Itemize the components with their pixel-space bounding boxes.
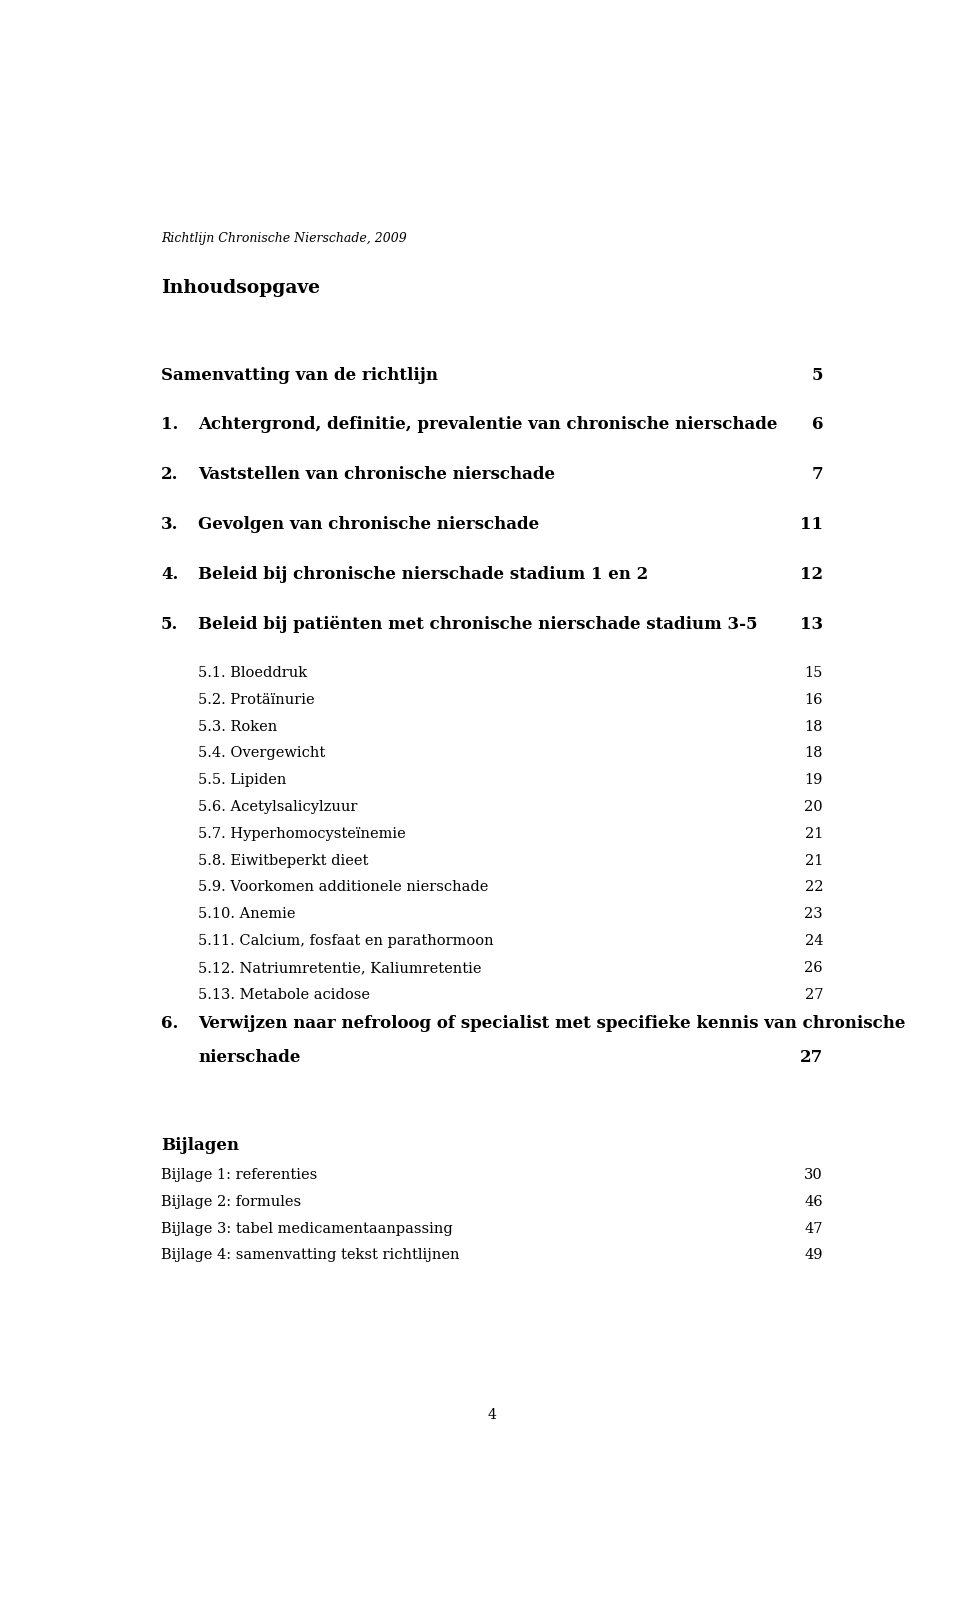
Text: 16: 16 bbox=[804, 693, 823, 706]
Text: 5.7. Hyperhomocysteïnemie: 5.7. Hyperhomocysteïnemie bbox=[198, 826, 406, 841]
Text: Gevolgen van chronische nierschade: Gevolgen van chronische nierschade bbox=[198, 517, 540, 533]
Text: 5.: 5. bbox=[161, 616, 179, 633]
Text: 2.: 2. bbox=[161, 467, 179, 483]
Text: Inhoudsopgave: Inhoudsopgave bbox=[161, 279, 320, 296]
Text: 1.: 1. bbox=[161, 416, 179, 434]
Text: 12: 12 bbox=[800, 565, 823, 583]
Text: 5.10. Anemie: 5.10. Anemie bbox=[198, 907, 296, 922]
Text: 5.1. Bloeddruk: 5.1. Bloeddruk bbox=[198, 666, 307, 680]
Text: 6.: 6. bbox=[161, 1014, 179, 1032]
Text: 19: 19 bbox=[804, 773, 823, 787]
Text: 21: 21 bbox=[804, 826, 823, 841]
Text: 4: 4 bbox=[488, 1408, 496, 1422]
Text: Beleid bij patiënten met chronische nierschade stadium 3-5: Beleid bij patiënten met chronische nier… bbox=[198, 616, 757, 633]
Text: Samenvatting van de richtlijn: Samenvatting van de richtlijn bbox=[161, 366, 438, 384]
Text: 5.12. Natriumretentie, Kaliumretentie: 5.12. Natriumretentie, Kaliumretentie bbox=[198, 961, 482, 975]
Text: 27: 27 bbox=[800, 1050, 823, 1066]
Text: 20: 20 bbox=[804, 800, 823, 813]
Text: 49: 49 bbox=[804, 1249, 823, 1262]
Text: Beleid bij chronische nierschade stadium 1 en 2: Beleid bij chronische nierschade stadium… bbox=[198, 565, 648, 583]
Text: 47: 47 bbox=[804, 1221, 823, 1236]
Text: 11: 11 bbox=[800, 517, 823, 533]
Text: 24: 24 bbox=[804, 935, 823, 948]
Text: 5.2. Protäïnurie: 5.2. Protäïnurie bbox=[198, 693, 315, 706]
Text: 18: 18 bbox=[804, 719, 823, 734]
Text: nierschade: nierschade bbox=[198, 1050, 300, 1066]
Text: 6: 6 bbox=[811, 416, 823, 434]
Text: 3.: 3. bbox=[161, 517, 179, 533]
Text: 5.3. Roken: 5.3. Roken bbox=[198, 719, 277, 734]
Text: 30: 30 bbox=[804, 1168, 823, 1183]
Text: 21: 21 bbox=[804, 854, 823, 868]
Text: Bijlage 3: tabel medicamentaanpassing: Bijlage 3: tabel medicamentaanpassing bbox=[161, 1221, 453, 1236]
Text: 7: 7 bbox=[811, 467, 823, 483]
Text: 23: 23 bbox=[804, 907, 823, 922]
Text: 5.11. Calcium, fosfaat en parathormoon: 5.11. Calcium, fosfaat en parathormoon bbox=[198, 935, 493, 948]
Text: Verwijzen naar nefroloog of specialist met specifieke kennis van chronische: Verwijzen naar nefroloog of specialist m… bbox=[198, 1014, 905, 1032]
Text: 26: 26 bbox=[804, 961, 823, 975]
Text: Bijlage 1: referenties: Bijlage 1: referenties bbox=[161, 1168, 317, 1183]
Text: 15: 15 bbox=[804, 666, 823, 680]
Text: 22: 22 bbox=[804, 881, 823, 894]
Text: 5.5. Lipiden: 5.5. Lipiden bbox=[198, 773, 286, 787]
Text: 46: 46 bbox=[804, 1196, 823, 1209]
Text: 5.6. Acetylsalicylzuur: 5.6. Acetylsalicylzuur bbox=[198, 800, 357, 813]
Text: Bijlage 2: formules: Bijlage 2: formules bbox=[161, 1196, 301, 1209]
Text: 18: 18 bbox=[804, 747, 823, 760]
Text: 13: 13 bbox=[800, 616, 823, 633]
Text: Achtergrond, definitie, prevalentie van chronische nierschade: Achtergrond, definitie, prevalentie van … bbox=[198, 416, 778, 434]
Text: Bijlage 4: samenvatting tekst richtlijnen: Bijlage 4: samenvatting tekst richtlijne… bbox=[161, 1249, 460, 1262]
Text: 27: 27 bbox=[804, 988, 823, 1001]
Text: Bijlagen: Bijlagen bbox=[161, 1137, 239, 1153]
Text: Vaststellen van chronische nierschade: Vaststellen van chronische nierschade bbox=[198, 467, 555, 483]
Text: 5.9. Voorkomen additionele nierschade: 5.9. Voorkomen additionele nierschade bbox=[198, 881, 489, 894]
Text: Richtlijn Chronische Nierschade, 2009: Richtlijn Chronische Nierschade, 2009 bbox=[161, 232, 407, 245]
Text: 5: 5 bbox=[811, 366, 823, 384]
Text: 4.: 4. bbox=[161, 565, 179, 583]
Text: 5.13. Metabole acidose: 5.13. Metabole acidose bbox=[198, 988, 371, 1001]
Text: 5.8. Eiwitbeperkt dieet: 5.8. Eiwitbeperkt dieet bbox=[198, 854, 369, 868]
Text: 5.4. Overgewicht: 5.4. Overgewicht bbox=[198, 747, 325, 760]
